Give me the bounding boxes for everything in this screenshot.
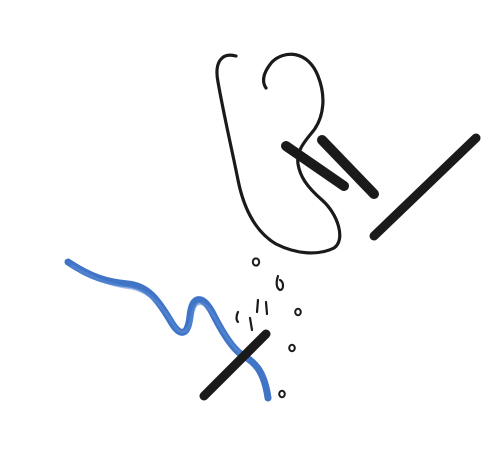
- sound-mark: [248, 316, 254, 332]
- sound-dot: [278, 389, 286, 399]
- sound-dot: [294, 307, 302, 317]
- mute-bar-1: [281, 141, 349, 191]
- sound-mark: [255, 298, 260, 314]
- mute-bar-2: [317, 135, 379, 199]
- sound-mark: [235, 310, 240, 324]
- sound-dot: [288, 343, 296, 353]
- mute-slash-long: [369, 133, 481, 241]
- blue-sound-wave: [64, 258, 272, 402]
- wave-cross-slash: [199, 329, 271, 401]
- sound-mark: [264, 300, 269, 316]
- sound-mark: [275, 274, 285, 292]
- blue-sound-wave-texture: [70, 264, 250, 362]
- sound-dot: [251, 257, 261, 267]
- ear-outline: [215, 52, 342, 255]
